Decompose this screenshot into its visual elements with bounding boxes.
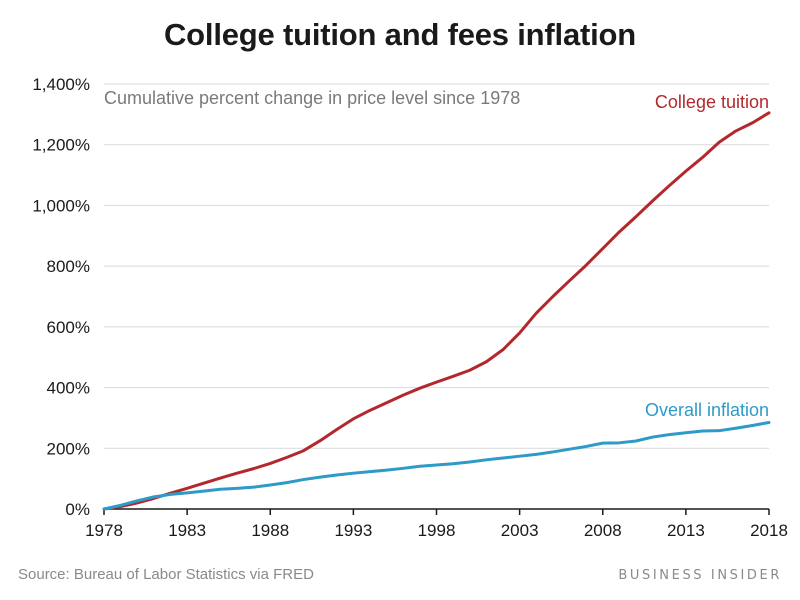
- y-tick-label: 0%: [65, 500, 90, 519]
- business-insider-logo: BUSINESS INSIDER: [618, 568, 782, 583]
- y-tick-label: 1,000%: [32, 196, 90, 215]
- chart-title: College tuition and fees inflation: [164, 17, 636, 52]
- source-note: Source: Bureau of Labor Statistics via F…: [18, 566, 314, 583]
- x-tick-label: 2018: [750, 521, 788, 540]
- y-tick-label: 1,200%: [32, 136, 90, 155]
- y-tick-label: 800%: [47, 257, 90, 276]
- x-tick-label: 1993: [334, 521, 372, 540]
- x-tick-label: 2013: [667, 521, 705, 540]
- y-tick-label: 1,400%: [32, 75, 90, 94]
- x-axis-ticks: 1978 1983 1988 1993 1998 2003 2008 2013 2018: [85, 509, 788, 540]
- x-tick-label: 2003: [501, 521, 539, 540]
- x-tick-label: 1978: [85, 521, 123, 540]
- y-tick-label: 600%: [47, 318, 90, 337]
- x-tick-label: 1998: [418, 521, 456, 540]
- x-tick-label: 1988: [251, 521, 289, 540]
- y-axis-ticks: 0% 200% 400% 600% 800% 1,000% 1,200% 1,400%: [32, 75, 90, 519]
- overall-inflation-line: [102, 420, 771, 511]
- x-tick-label: 1983: [168, 521, 206, 540]
- gridlines: [104, 83, 769, 510]
- chart-subtitle: Cumulative percent change in price level…: [104, 88, 520, 108]
- y-tick-label: 400%: [47, 379, 90, 398]
- y-tick-label: 200%: [47, 439, 90, 458]
- x-tick-label: 2008: [584, 521, 622, 540]
- series-label-overall-inflation: Overall inflation: [645, 400, 769, 420]
- series-lines: [102, 111, 771, 511]
- college-tuition-line: [102, 111, 771, 511]
- series-label-college-tuition: College tuition: [655, 92, 769, 112]
